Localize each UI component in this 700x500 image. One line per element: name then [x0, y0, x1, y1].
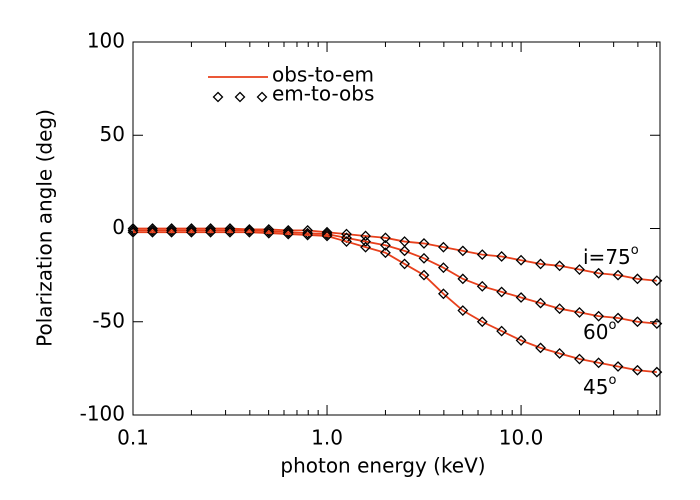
- diamond-marker: [651, 366, 663, 378]
- curve-label: i=75o: [583, 243, 639, 269]
- diamond-marker: [574, 264, 585, 275]
- curve-label-text: 45: [583, 375, 608, 399]
- diamond-marker: [147, 224, 158, 236]
- legend-diamond: [212, 91, 224, 103]
- curve-label-sup: o: [631, 243, 639, 258]
- diamond-marker: [438, 262, 449, 274]
- diamond-marker: [632, 364, 643, 376]
- diamond-marker: [554, 348, 566, 359]
- curve-label: 60o: [583, 318, 616, 344]
- x-tick-label: 1.0: [311, 426, 343, 450]
- diamond-marker: [418, 252, 430, 264]
- diamond-marker: [612, 361, 624, 372]
- diamond-marker: [535, 297, 546, 309]
- diamond-marker: [399, 245, 411, 257]
- diamond-marker: [341, 236, 352, 247]
- diamond-marker: [632, 273, 643, 285]
- diamond-marker: [457, 305, 469, 316]
- legend-label: em-to-obs: [272, 82, 374, 106]
- diamond-marker: [166, 224, 177, 236]
- diamond-marker: [515, 292, 527, 303]
- y-tick-label: 100: [87, 29, 125, 53]
- diamond-marker: [476, 280, 488, 292]
- diamond-marker: [438, 288, 449, 300]
- curve-line: [133, 229, 657, 325]
- diamond-marker: [593, 267, 605, 279]
- diamond-marker: [263, 227, 275, 239]
- diamond-marker: [166, 226, 177, 238]
- diamond-marker: [554, 260, 566, 272]
- diamond-marker: [476, 316, 488, 328]
- curve-line: [133, 231, 657, 374]
- diamond-marker: [515, 254, 527, 266]
- diamond-marker: [457, 245, 469, 257]
- diamond-marker: [243, 226, 255, 238]
- x-tick-label: 0.1: [117, 426, 149, 450]
- diamond-marker: [224, 224, 236, 236]
- curve-label-text: 60: [583, 320, 608, 344]
- diamond-marker: [651, 275, 663, 287]
- curve-label-sup: o: [608, 318, 616, 333]
- diamond-marker: [515, 334, 527, 346]
- diamond-marker: [535, 258, 546, 270]
- diamond-marker: [205, 226, 216, 238]
- diamond-marker: [127, 224, 139, 236]
- diamond-marker: [612, 312, 624, 324]
- diamond-marker: [535, 342, 546, 354]
- diamond-marker: [380, 232, 391, 244]
- diamond-marker: [147, 226, 158, 238]
- legend-diamond: [256, 91, 268, 103]
- y-axis-label: Polarization angle (deg): [33, 109, 57, 347]
- diamond-marker: [321, 230, 333, 242]
- diamond-marker: [574, 307, 585, 318]
- diamond-marker: [380, 239, 391, 251]
- diamond-marker: [574, 353, 585, 365]
- curve-label-sup: o: [608, 373, 616, 388]
- diamond-marker: [418, 269, 430, 281]
- diamond-marker: [632, 316, 643, 328]
- diamond-marker: [360, 230, 372, 242]
- diamond-marker: [438, 241, 449, 253]
- diamond-marker: [399, 258, 411, 270]
- diamond-marker: [243, 224, 255, 236]
- diamond-marker: [554, 303, 566, 315]
- curve-line: [133, 227, 657, 282]
- y-tick-label: -50: [92, 308, 125, 332]
- curve-label-text: i=75: [583, 245, 631, 269]
- diamond-marker: [496, 251, 508, 262]
- diamond-marker: [302, 227, 314, 239]
- diamond-marker: [263, 225, 275, 237]
- diamond-marker: [243, 224, 255, 235]
- x-axis-label: photon energy (keV): [280, 454, 485, 478]
- x-tick-label: 10.0: [499, 426, 544, 450]
- diamond-marker: [457, 273, 469, 285]
- curve-label: 45o: [583, 373, 616, 399]
- y-tick-label: 0: [112, 215, 125, 239]
- diamond-marker: [593, 357, 605, 369]
- diamond-marker: [224, 226, 236, 238]
- diamond-marker: [476, 249, 488, 261]
- diamond-marker: [360, 241, 372, 253]
- diamond-marker: [418, 238, 430, 249]
- diamond-marker: [360, 236, 372, 247]
- diamond-marker: [651, 318, 663, 330]
- diamond-marker: [302, 229, 314, 241]
- diamond-marker: [496, 325, 508, 337]
- legend-diamond: [234, 91, 246, 103]
- diamond-marker: [185, 224, 197, 236]
- diamond-marker: [127, 226, 139, 238]
- diamond-marker: [185, 226, 197, 238]
- diamond-marker: [380, 247, 391, 259]
- diamond-marker: [593, 310, 605, 322]
- diamond-marker: [321, 228, 333, 240]
- diamond-marker: [282, 226, 294, 238]
- y-tick-label: 50: [100, 122, 125, 146]
- legend-label: obs-to-em: [272, 63, 374, 87]
- diamond-marker: [282, 228, 294, 240]
- diamond-marker: [496, 286, 508, 298]
- diamond-marker: [205, 224, 216, 236]
- y-tick-label: -100: [80, 402, 125, 426]
- diamond-marker: [612, 269, 624, 281]
